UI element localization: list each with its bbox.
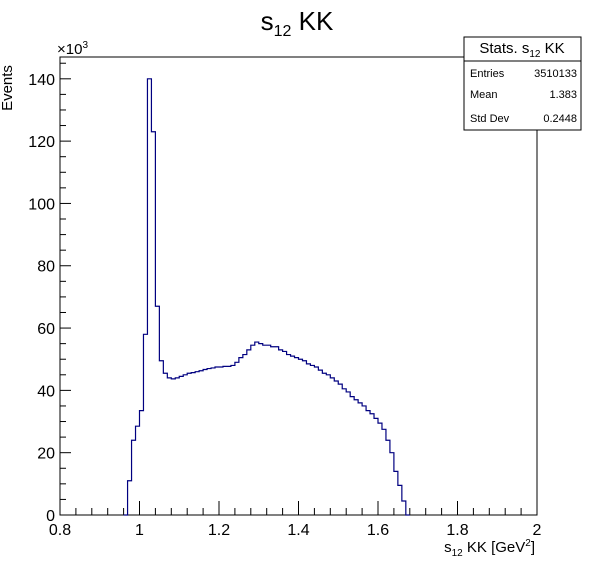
stats-title-subscript: 12 <box>529 49 541 60</box>
y-multiplier-exponent: 3 <box>82 40 88 51</box>
x-tick-label: 2 <box>533 522 542 539</box>
chart-title-subscript: 12 <box>274 23 292 40</box>
x-tick-label: 1.6 <box>367 522 389 539</box>
stats-label-mean: Mean <box>470 89 498 101</box>
y-tick-label: 100 <box>28 196 55 213</box>
stats-value-mean: 1.383 <box>549 89 577 101</box>
stats-box-title: Stats. s12 KK <box>479 40 564 60</box>
x-label-rest: KK [GeV <box>463 539 526 556</box>
y-tick-label: 80 <box>37 259 55 276</box>
chart-title-main: s <box>261 6 274 36</box>
x-tick-label: 0.8 <box>49 522 71 539</box>
y-axis-multiplier: ×103 <box>57 40 88 58</box>
y-tick-label: 20 <box>37 446 55 463</box>
x-label-superscript: 2 <box>525 538 531 549</box>
y-multiplier-base: ×10 <box>57 41 82 58</box>
y-tick-label: 0 <box>46 508 55 525</box>
chart-title: s12 KK <box>261 6 334 40</box>
stats-label-entries: Entries <box>470 68 505 80</box>
stats-title-main: Stats. s <box>479 40 529 57</box>
y-tick-label: 140 <box>28 72 55 89</box>
y-tick-label: 60 <box>37 321 55 338</box>
stats-value-entries: 3510133 <box>534 68 577 80</box>
x-axis: 0.8 1 1.2 1.4 1.6 1.8 2 <box>49 501 542 539</box>
x-label-close: ] <box>531 539 535 556</box>
stats-label-stddev: Std Dev <box>470 113 510 125</box>
histogram-series <box>123 78 410 516</box>
x-label-subscript: 12 <box>452 548 464 559</box>
y-tick-label: 40 <box>37 383 55 400</box>
x-tick-label: 1.4 <box>287 522 309 539</box>
x-tick-label: 1 <box>135 522 144 539</box>
x-axis-label: s12 KK [GeV2] <box>444 538 535 559</box>
stats-box: Stats. s12 KK Entries 3510133 Mean 1.383… <box>463 36 582 131</box>
x-label-main: s <box>444 539 452 556</box>
y-axis-label: Events <box>0 65 16 111</box>
stats-box-frame <box>463 36 582 131</box>
stats-title-rest: KK <box>540 40 564 57</box>
stats-value-stddev: 0.2448 <box>543 113 577 125</box>
y-tick-label: 120 <box>28 134 55 151</box>
x-tick-label: 1.2 <box>208 522 230 539</box>
y-axis: 0 20 40 60 80 100 120 140 <box>28 62 71 525</box>
chart-title-rest: KK <box>291 6 334 36</box>
x-tick-label: 1.8 <box>446 522 468 539</box>
